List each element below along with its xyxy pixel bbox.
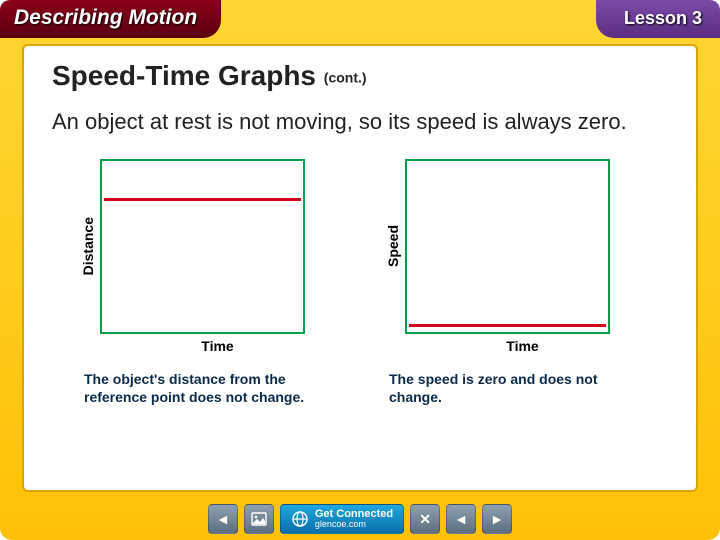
close-icon: ✕ bbox=[419, 511, 431, 528]
back-button[interactable]: ◄ bbox=[208, 504, 238, 534]
get-connected-button[interactable]: Get Connected glencoe.com bbox=[280, 504, 404, 534]
data-line bbox=[409, 324, 606, 327]
slide: Describing Motion Lesson 3 Speed-Time Gr… bbox=[0, 0, 720, 540]
home-button[interactable] bbox=[244, 504, 274, 534]
triangle-left-icon: ◄ bbox=[216, 511, 230, 527]
page-heading: Speed-Time Graphs (cont.) bbox=[52, 60, 668, 92]
plot-area bbox=[100, 159, 305, 334]
heading-cont: (cont.) bbox=[324, 70, 367, 86]
charts-row: Distance Time The object's distance from… bbox=[52, 159, 668, 408]
heading-main: Speed-Time Graphs bbox=[52, 60, 316, 91]
prev-button[interactable]: ◄ bbox=[446, 504, 476, 534]
data-line bbox=[104, 198, 301, 201]
chart-distance-time: Distance Time The object's distance from… bbox=[80, 159, 335, 408]
chart-caption: The object's distance from the reference… bbox=[84, 370, 335, 408]
picture-icon bbox=[251, 511, 267, 527]
y-axis-label: Speed bbox=[385, 225, 401, 267]
chart-speed-time: Speed Time The speed is zero and does no… bbox=[385, 159, 640, 408]
triangle-right-icon: ► bbox=[490, 511, 504, 527]
y-axis-label: Distance bbox=[80, 217, 96, 275]
lesson-badge: Lesson 3 bbox=[596, 0, 720, 38]
x-axis-label: Time bbox=[405, 338, 640, 354]
body-text: An object at rest is not moving, so its … bbox=[52, 108, 668, 137]
connected-sub: glencoe.com bbox=[315, 520, 393, 529]
triangle-left-icon: ◄ bbox=[454, 511, 468, 527]
connected-text: Get Connected glencoe.com bbox=[315, 509, 393, 529]
next-button[interactable]: ► bbox=[482, 504, 512, 534]
footer-nav: ◄ Get Connected glencoe.com ✕ ◄ ► bbox=[0, 504, 720, 534]
x-axis-label: Time bbox=[100, 338, 335, 354]
chart-figure: Speed bbox=[385, 159, 640, 334]
chart-caption: The speed is zero and does not change. bbox=[389, 370, 640, 408]
chart-figure: Distance bbox=[80, 159, 335, 334]
close-button[interactable]: ✕ bbox=[410, 504, 440, 534]
chapter-title: Describing Motion bbox=[0, 0, 221, 38]
header: Describing Motion Lesson 3 bbox=[0, 0, 720, 38]
globe-icon bbox=[291, 510, 309, 528]
content-card: Speed-Time Graphs (cont.) An object at r… bbox=[22, 44, 698, 492]
plot-area bbox=[405, 159, 610, 334]
